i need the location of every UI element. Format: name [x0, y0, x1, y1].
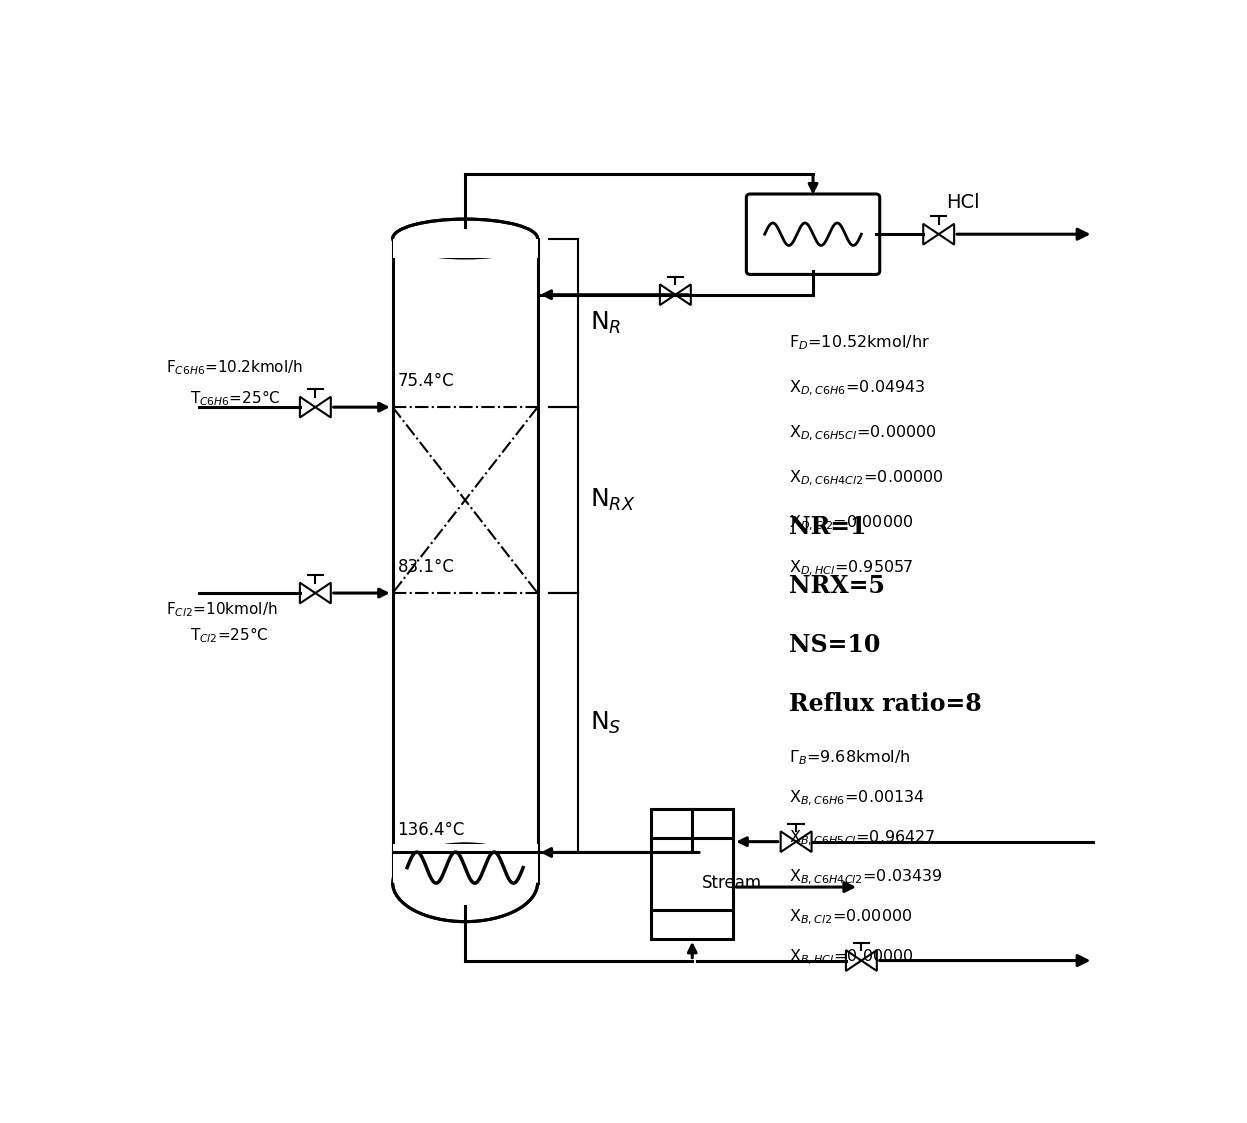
Text: F$_{D}$=10.52kmol/hr: F$_{D}$=10.52kmol/hr [789, 334, 930, 353]
Text: 136.4°C: 136.4°C [398, 822, 465, 840]
Text: N$_S$: N$_S$ [590, 710, 621, 736]
Text: F$_{C6H6}$=10.2kmol/h: F$_{C6H6}$=10.2kmol/h [166, 358, 303, 377]
Text: X$_{B,C6H5Cl}$=0.96427: X$_{B,C6H5Cl}$=0.96427 [789, 829, 935, 848]
Text: HCl: HCl [946, 193, 980, 212]
Text: X$_{D,C6H6}$=0.04943: X$_{D,C6H6}$=0.04943 [789, 378, 925, 398]
Text: 83.1°C: 83.1°C [398, 558, 454, 576]
Bar [393, 843, 537, 883]
Text: X$_{D,Cl2}$=0.00000: X$_{D,Cl2}$=0.00000 [789, 513, 913, 532]
Text: X$_{B,C6H4Cl2}$=0.03439: X$_{B,C6H4Cl2}$=0.03439 [789, 868, 943, 887]
Text: Reflux ratio=8: Reflux ratio=8 [789, 692, 981, 715]
Text: X$_{D,C6H5Cl}$=0.00000: X$_{D,C6H5Cl}$=0.00000 [789, 423, 936, 442]
Text: X$_{D,C6H4Cl2}$=0.00000: X$_{D,C6H4Cl2}$=0.00000 [789, 468, 944, 487]
Text: NS=10: NS=10 [789, 633, 880, 657]
Bar [651, 810, 733, 939]
Ellipse shape [393, 843, 537, 922]
Text: X$_{B,HCl}$=0.00000: X$_{B,HCl}$=0.00000 [789, 948, 914, 967]
Bar [393, 238, 537, 258]
Text: N$_{RX}$: N$_{RX}$ [590, 487, 635, 513]
Text: Stream: Stream [702, 874, 762, 892]
FancyBboxPatch shape [747, 194, 879, 274]
Text: T$_{Cl2}$=25°C: T$_{Cl2}$=25°C [190, 626, 268, 646]
Ellipse shape [393, 219, 537, 258]
Text: X$_{D,HCl}$=0.95057: X$_{D,HCl}$=0.95057 [789, 558, 913, 577]
Text: X$_{B,C6H6}$=0.00134: X$_{B,C6H6}$=0.00134 [789, 788, 925, 807]
Text: NRX=5: NRX=5 [789, 574, 885, 599]
Text: NR=1: NR=1 [789, 515, 867, 539]
Text: Γ$_{B}$=9.68kmol/h: Γ$_{B}$=9.68kmol/h [789, 749, 910, 767]
Text: X$_{B,Cl2}$=0.00000: X$_{B,Cl2}$=0.00000 [789, 907, 913, 928]
Text: T$_{C6H6}$=25°C: T$_{C6H6}$=25°C [190, 387, 281, 408]
Text: N$_R$: N$_R$ [590, 310, 621, 336]
Text: F$_{Cl2}$=10kmol/h: F$_{Cl2}$=10kmol/h [166, 601, 277, 620]
Text: 75.4°C: 75.4°C [398, 372, 454, 390]
